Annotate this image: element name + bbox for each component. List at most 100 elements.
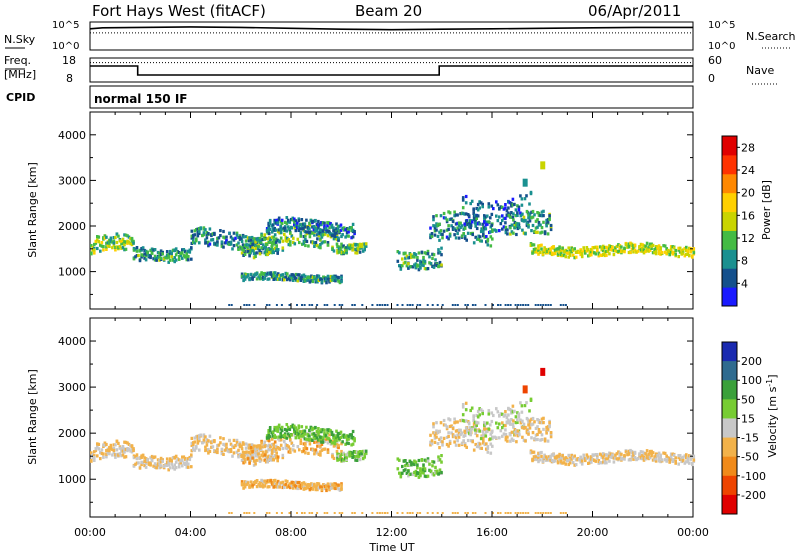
echo-cell [165, 461, 169, 465]
echo-cell [174, 247, 178, 251]
echo-cell [328, 226, 331, 230]
echo-cell [347, 230, 350, 234]
echo-cell [105, 455, 108, 459]
echo-cell [401, 264, 404, 268]
echo-cell [319, 453, 322, 457]
echo-cell [192, 448, 195, 452]
echo-cell [181, 248, 184, 252]
echo-cell [522, 215, 526, 219]
echo-cell [266, 271, 269, 275]
echo-cell [102, 443, 105, 447]
echo-cell [358, 250, 362, 254]
echo-cell [322, 275, 325, 279]
echo-cell [596, 249, 599, 253]
echo-cell [279, 220, 282, 224]
echo-cell [290, 273, 294, 277]
echo-cell [109, 239, 113, 243]
echo-cell [254, 454, 257, 458]
echo-cell [650, 246, 653, 250]
echo-cell [442, 216, 446, 220]
echo-cell [437, 455, 440, 459]
echo-cell [439, 232, 443, 236]
plot-title: Fort Hays West (fitACF) [92, 2, 266, 20]
echo-cell [540, 247, 543, 251]
echo-cell [190, 229, 194, 233]
echo-cell [297, 424, 301, 428]
echo-cell [242, 483, 245, 487]
echo-cell [299, 234, 303, 238]
echo-cell [158, 459, 161, 463]
echo-cell [296, 445, 300, 449]
colorbar-segment [722, 211, 737, 231]
echo-cell [302, 279, 306, 283]
echo-cell [320, 442, 324, 446]
echo-cell [448, 439, 452, 443]
echo-cell [315, 222, 319, 226]
echo-cell [451, 427, 455, 431]
echo-cell [208, 227, 212, 231]
echo-cell [303, 432, 307, 436]
echo-cell [270, 455, 273, 459]
echo-cell [132, 241, 135, 245]
echo-cell [431, 472, 434, 476]
echo-cell [297, 217, 301, 221]
echo-cell [114, 235, 117, 240]
echo-cell [158, 462, 161, 466]
echo-cell [158, 466, 161, 470]
echo-cell [521, 419, 524, 423]
echo-cell [558, 452, 561, 456]
echo-cell [278, 231, 281, 235]
echo-cell [329, 232, 332, 236]
echo-cell [665, 454, 668, 458]
echo-cell [483, 425, 487, 429]
echo-cell [489, 451, 493, 455]
echo-cell [669, 250, 673, 254]
echo-cell [278, 274, 281, 278]
echo-cell [284, 483, 288, 487]
echo-cell [361, 449, 365, 453]
echo-cell [121, 242, 125, 246]
echo-cell [510, 230, 514, 234]
echo-cell [337, 245, 341, 249]
echo-cell [594, 245, 598, 249]
echo-cell [556, 247, 560, 251]
echo-cell [284, 446, 288, 450]
echo-cell [260, 453, 263, 457]
echo-cell [205, 241, 209, 245]
echo-cell [587, 248, 590, 252]
echo-cell [296, 512, 298, 514]
echo-cell [550, 458, 554, 463]
echo-cell [290, 484, 294, 488]
echo-cell [258, 276, 262, 280]
echo-cell [267, 226, 270, 230]
echo-cell [150, 458, 154, 462]
echo-cell [571, 455, 575, 459]
echo-cell [475, 444, 479, 449]
echo-cell [280, 222, 284, 226]
echo-cell [534, 455, 537, 459]
echo-cell [276, 238, 279, 242]
echo-cell [434, 263, 437, 267]
echo-cell [553, 459, 557, 463]
echo-cell [438, 260, 442, 265]
echo-cell [297, 432, 301, 436]
echo-cell [285, 216, 289, 220]
echo-cell [264, 248, 267, 252]
echo-cell [438, 471, 442, 475]
echo-cell [354, 247, 357, 252]
nsky-series-line [89, 26, 693, 31]
colorbar-tick-label: 28 [741, 141, 755, 154]
echo-cell [530, 436, 533, 440]
echo-cell [509, 512, 512, 514]
echo-cell [182, 461, 186, 465]
echo-cell [423, 467, 427, 471]
echo-cell [618, 244, 622, 248]
echo-cell [501, 412, 504, 416]
echo-cell [574, 458, 578, 462]
echo-cell [469, 222, 472, 226]
echo-cell [620, 457, 623, 461]
echo-cell [514, 304, 517, 306]
echo-cell [495, 407, 498, 411]
echo-cell [591, 250, 595, 254]
